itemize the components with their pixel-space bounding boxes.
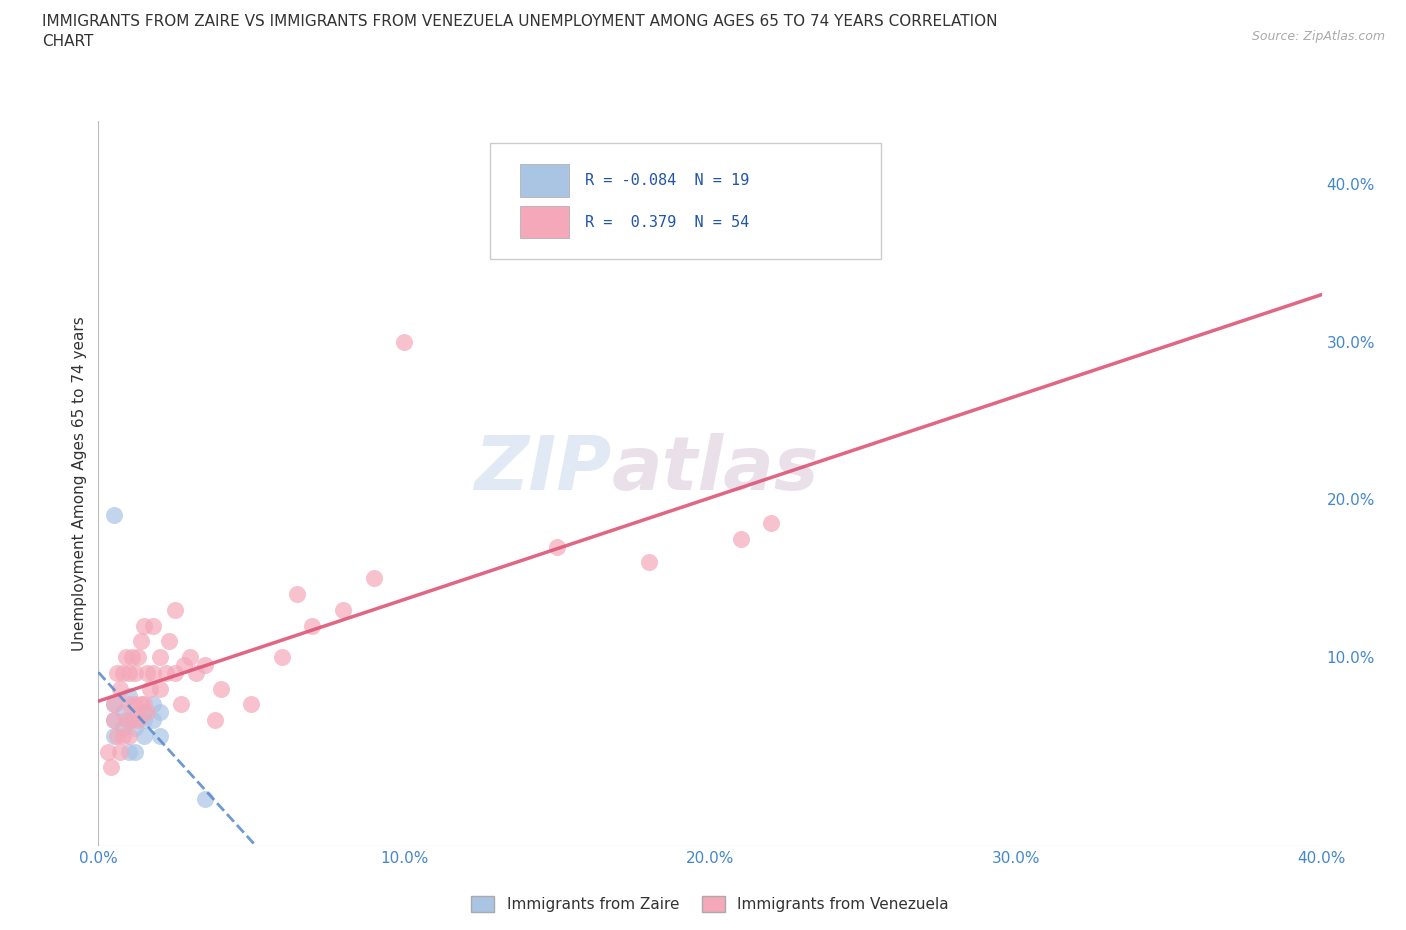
Text: R = -0.084  N = 19: R = -0.084 N = 19 [585,173,749,188]
FancyBboxPatch shape [520,206,569,238]
Point [240,697,263,711]
Point [730,531,752,546]
Point [103,728,125,743]
Point [103,712,125,727]
Text: R =  0.379  N = 54: R = 0.379 N = 54 [585,215,749,230]
Point [124,744,146,759]
Point [142,665,165,680]
Point [139,681,162,696]
Text: CHART: CHART [42,34,94,49]
Point [111,721,134,736]
Point [301,618,323,633]
Point [157,634,180,649]
Point [97,744,120,759]
FancyBboxPatch shape [520,165,569,197]
FancyBboxPatch shape [489,142,882,259]
Point [118,744,141,759]
Point [118,665,141,680]
Point [149,705,172,720]
Point [194,658,217,672]
Point [124,721,146,736]
Point [363,571,385,586]
Point [186,665,208,680]
Point [134,697,156,711]
Point [118,697,141,711]
Point [111,705,134,720]
Point [142,618,165,633]
Point [142,697,165,711]
Legend: Immigrants from Zaire, Immigrants from Venezuela: Immigrants from Zaire, Immigrants from V… [465,890,955,919]
Point [115,650,138,665]
Point [194,791,217,806]
Point [134,728,156,743]
Point [129,697,152,711]
Point [204,712,226,727]
Point [392,334,416,349]
Point [115,712,138,727]
Point [129,634,152,649]
Text: atlas: atlas [612,432,820,506]
Point [136,665,159,680]
Point [134,705,156,720]
Point [179,650,201,665]
Point [105,728,128,743]
Point [134,618,156,633]
Point [163,603,186,618]
Point [149,681,172,696]
Point [124,697,146,711]
Point [127,712,149,727]
Point [121,650,143,665]
Point [108,681,131,696]
Point [136,705,159,720]
Point [118,728,141,743]
Point [170,697,193,711]
Point [209,681,232,696]
Point [332,603,354,618]
Point [108,744,131,759]
Point [134,712,156,727]
Point [546,539,568,554]
Point [285,587,308,602]
Point [100,760,122,775]
Point [103,712,125,727]
Point [118,689,141,704]
Point [111,728,134,743]
Point [103,697,125,711]
Point [155,665,177,680]
Point [103,508,125,523]
Point [105,665,128,680]
Point [127,650,149,665]
Point [121,712,143,727]
Point [149,728,172,743]
Point [637,555,661,570]
Point [270,650,292,665]
Text: IMMIGRANTS FROM ZAIRE VS IMMIGRANTS FROM VENEZUELA UNEMPLOYMENT AMONG AGES 65 TO: IMMIGRANTS FROM ZAIRE VS IMMIGRANTS FROM… [42,14,998,29]
Point [124,665,146,680]
Point [118,712,141,727]
Point [111,665,134,680]
Point [142,712,165,727]
Point [149,650,172,665]
Point [759,515,782,530]
Y-axis label: Unemployment Among Ages 65 to 74 years: Unemployment Among Ages 65 to 74 years [72,316,87,651]
Text: ZIP: ZIP [475,432,612,506]
Point [163,665,186,680]
Point [103,697,125,711]
Point [173,658,195,672]
Text: Source: ZipAtlas.com: Source: ZipAtlas.com [1251,30,1385,43]
